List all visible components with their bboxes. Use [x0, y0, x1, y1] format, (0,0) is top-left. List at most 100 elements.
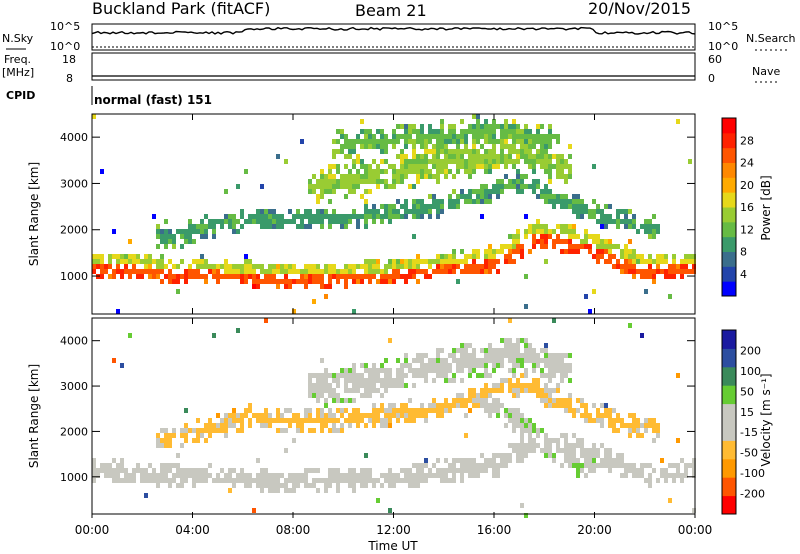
heatmap-cell: [504, 244, 508, 249]
heatmap-cell: [652, 423, 656, 428]
heatmap-cell: [216, 478, 220, 483]
heatmap-cell: [120, 458, 124, 463]
heatmap-cell: [444, 174, 448, 179]
heatmap-cell: [508, 134, 512, 139]
heatmap-cell: [560, 204, 564, 209]
heatmap-cell: [472, 149, 476, 154]
heatmap-cell: [276, 264, 280, 269]
heatmap-cell: [260, 269, 264, 274]
heatmap-cell: [232, 224, 236, 229]
heatmap-cell: [452, 269, 456, 274]
heatmap-cell: [364, 468, 368, 473]
heatmap-cell: [632, 264, 636, 269]
heatmap-cell: [552, 373, 556, 378]
heatmap-cell: [440, 129, 444, 134]
heatmap-cell: [392, 378, 396, 383]
heatmap-cell: [228, 214, 232, 219]
heatmap-cell: [452, 398, 456, 403]
heatmap-cell: [676, 119, 680, 124]
heatmap-cell: [540, 139, 544, 144]
heatmap-cell: [356, 179, 360, 184]
heatmap-cell: [528, 383, 532, 388]
heatmap-cell: [112, 269, 116, 274]
heatmap-cell: [184, 473, 188, 478]
heatmap-cell: [480, 164, 484, 169]
heatmap-cell: [424, 473, 428, 478]
heatmap-cell: [620, 458, 624, 463]
heatmap-cell: [608, 254, 612, 259]
heatmap-cell: [456, 169, 460, 174]
heatmap-cell: [328, 269, 332, 274]
heatmap-cell: [544, 433, 548, 438]
heatmap-cell: [684, 473, 688, 478]
heatmap-cell: [484, 383, 488, 388]
heatmap-cell: [248, 274, 252, 279]
colorbar-segment: [722, 162, 736, 178]
heatmap-cell: [380, 159, 384, 164]
heatmap-cell: [676, 463, 680, 468]
cpid-text: normal (fast) 151: [94, 93, 212, 107]
heatmap-cell: [444, 134, 448, 139]
heatmap-cell: [504, 254, 508, 259]
heatmap-cell: [388, 219, 392, 224]
heatmap-cell: [488, 259, 492, 264]
heatmap-cell: [108, 259, 112, 264]
heatmap-cell: [380, 403, 384, 408]
heatmap-cell: [104, 269, 108, 274]
heatmap-cell: [556, 199, 560, 204]
heatmap-cell: [396, 124, 400, 129]
heatmap-cell: [380, 269, 384, 274]
heatmap-cell: [392, 169, 396, 174]
heatmap-cell: [92, 259, 96, 264]
heatmap-cell: [352, 189, 356, 194]
heatmap-cell: [416, 174, 420, 179]
heatmap-cell: [384, 383, 388, 388]
heatmap-cell: [568, 154, 572, 159]
heatmap-cell: [364, 269, 368, 274]
heatmap-cell: [640, 259, 644, 264]
heatmap-cell: [496, 348, 500, 353]
heatmap-cell: [312, 214, 316, 219]
heatmap-cell: [424, 174, 428, 179]
heatmap-cell: [624, 269, 628, 274]
heatmap-cell: [240, 428, 244, 433]
heatmap-cell: [140, 478, 144, 483]
heatmap-cell: [580, 463, 584, 468]
heatmap-cell: [400, 408, 404, 413]
heatmap-cell: [204, 259, 208, 264]
colorbar-segment: [722, 440, 736, 460]
heatmap-cell: [656, 423, 660, 428]
heatmap-cell: [632, 214, 636, 219]
heatmap-cell: [512, 159, 516, 164]
heatmap-cell: [352, 174, 356, 179]
heatmap-cell: [592, 289, 596, 294]
heatmap-cell: [516, 363, 520, 368]
heatmap-cell: [468, 194, 472, 199]
heatmap-cell: [356, 169, 360, 174]
heatmap-cell: [484, 393, 488, 398]
heatmap-cell: [548, 144, 552, 149]
heatmap-cell: [468, 388, 472, 393]
heatmap-cell: [588, 234, 592, 239]
heatmap-cell: [260, 209, 264, 214]
heatmap-cell: [456, 468, 460, 473]
heatmap-cell: [564, 353, 568, 358]
heatmap-cell: [472, 264, 476, 269]
heatmap-cell: [468, 363, 472, 368]
heatmap-cell: [684, 468, 688, 473]
heatmap-cell: [368, 164, 372, 169]
heatmap-cell: [188, 428, 192, 433]
heatmap-cell: [484, 129, 488, 134]
heatmap-cell: [600, 463, 604, 468]
heatmap-cell: [484, 368, 488, 373]
heatmap-cell: [412, 264, 416, 269]
heatmap-cell: [592, 254, 596, 259]
heatmap-cell: [516, 413, 520, 418]
heatmap-cell: [168, 274, 172, 279]
heatmap-cell: [444, 373, 448, 378]
heatmap-cell: [584, 473, 588, 478]
heatmap-cell: [480, 184, 484, 189]
heatmap-cell: [556, 239, 560, 244]
heatmap-cell: [392, 259, 396, 264]
heatmap-cell: [456, 403, 460, 408]
